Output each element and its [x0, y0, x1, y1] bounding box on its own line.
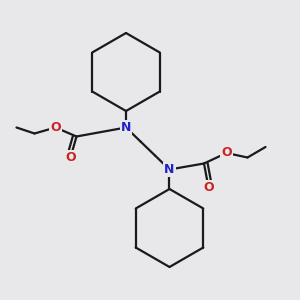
- Text: O: O: [221, 146, 232, 160]
- Text: O: O: [50, 121, 61, 134]
- Text: N: N: [121, 121, 131, 134]
- Text: N: N: [164, 163, 175, 176]
- Text: O: O: [203, 181, 214, 194]
- Text: O: O: [65, 151, 76, 164]
